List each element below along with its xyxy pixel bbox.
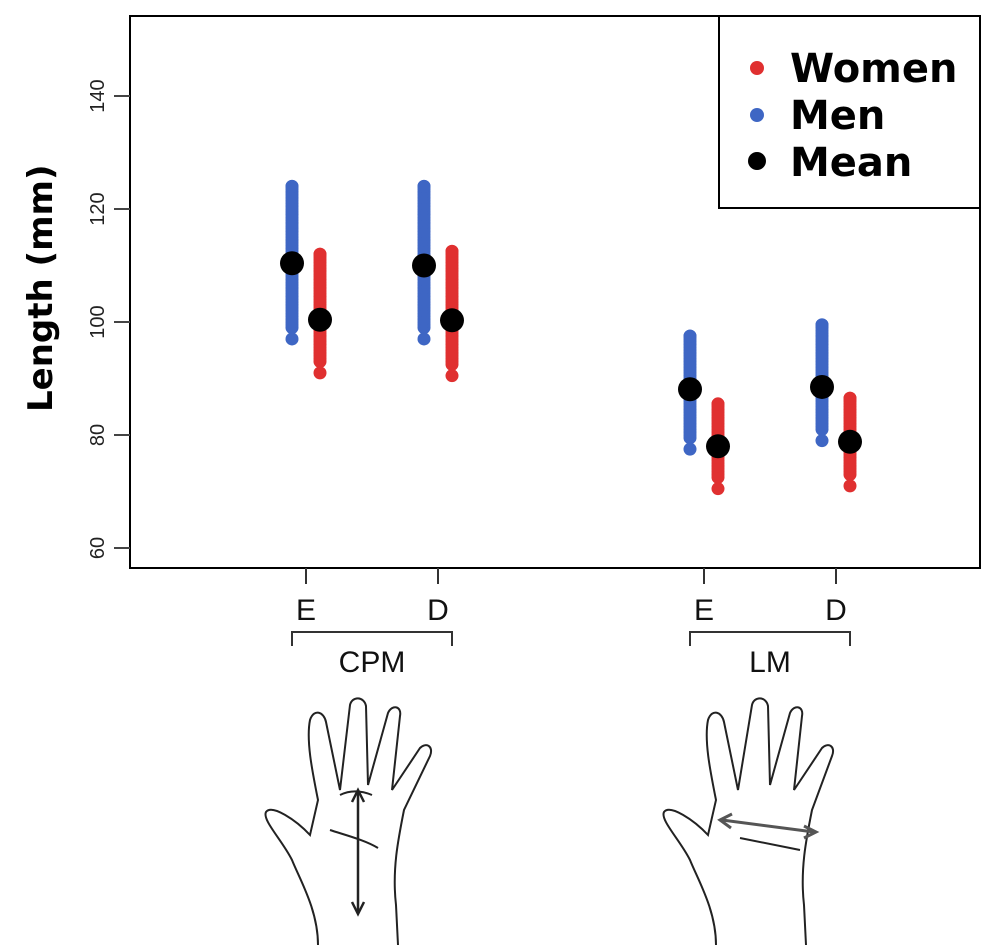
data-point — [285, 179, 299, 193]
group-label: CPM — [339, 646, 406, 679]
data-point — [843, 391, 857, 405]
legend: Women Men Mean — [718, 15, 981, 209]
y-tick-label: 60 — [87, 537, 109, 559]
data-point — [815, 434, 829, 448]
x-tick-label: D — [825, 594, 847, 627]
data-marks — [280, 179, 862, 496]
y-tick-label: 140 — [87, 79, 109, 112]
legend-marker-women — [750, 61, 764, 75]
data-point — [313, 366, 327, 380]
legend-label-mean: Mean — [790, 140, 912, 186]
x-axis: E D CPM E D LM — [291, 568, 851, 679]
mean-point — [308, 307, 332, 332]
mean-point — [280, 251, 304, 276]
y-tick-label: 100 — [87, 305, 109, 338]
data-point — [683, 442, 697, 456]
mean-point — [838, 429, 862, 454]
hand-illustration-cpm — [264, 697, 432, 946]
plot-frame — [129, 15, 981, 569]
x-tick-label: E — [694, 594, 714, 627]
points-cpm-d-men — [417, 179, 431, 346]
x-tick-label: D — [427, 594, 449, 627]
data-point — [711, 397, 725, 411]
mean-point — [810, 374, 834, 399]
data-point — [285, 332, 299, 346]
group-bracket — [689, 631, 851, 646]
lm-measure-arrow — [721, 818, 815, 834]
data-point — [843, 479, 857, 493]
group-bracket — [291, 631, 453, 646]
group-label: LM — [749, 646, 791, 679]
data-point — [417, 179, 431, 193]
mean-point — [412, 253, 436, 278]
legend-label-men: Men — [790, 93, 885, 139]
data-point — [417, 332, 431, 346]
mean-point — [706, 434, 730, 459]
data-point — [313, 247, 327, 261]
x-tick-label: E — [296, 594, 316, 627]
data-point — [445, 369, 459, 383]
y-tick-label: 80 — [87, 424, 109, 446]
legend-marker-men — [750, 108, 764, 122]
legend-label-women: Women — [790, 46, 957, 92]
y-axis: 60 80 100 120 140 — [87, 79, 130, 559]
y-axis-label: Length (mm) — [21, 165, 61, 413]
data-point — [711, 482, 725, 496]
y-tick-label: 120 — [87, 192, 109, 225]
mean-point — [440, 308, 464, 333]
hand-illustration-lm — [662, 697, 834, 946]
data-point — [445, 244, 459, 258]
data-point — [683, 329, 697, 343]
data-point — [815, 318, 829, 332]
mean-point — [678, 377, 702, 402]
legend-marker-mean — [748, 152, 766, 170]
